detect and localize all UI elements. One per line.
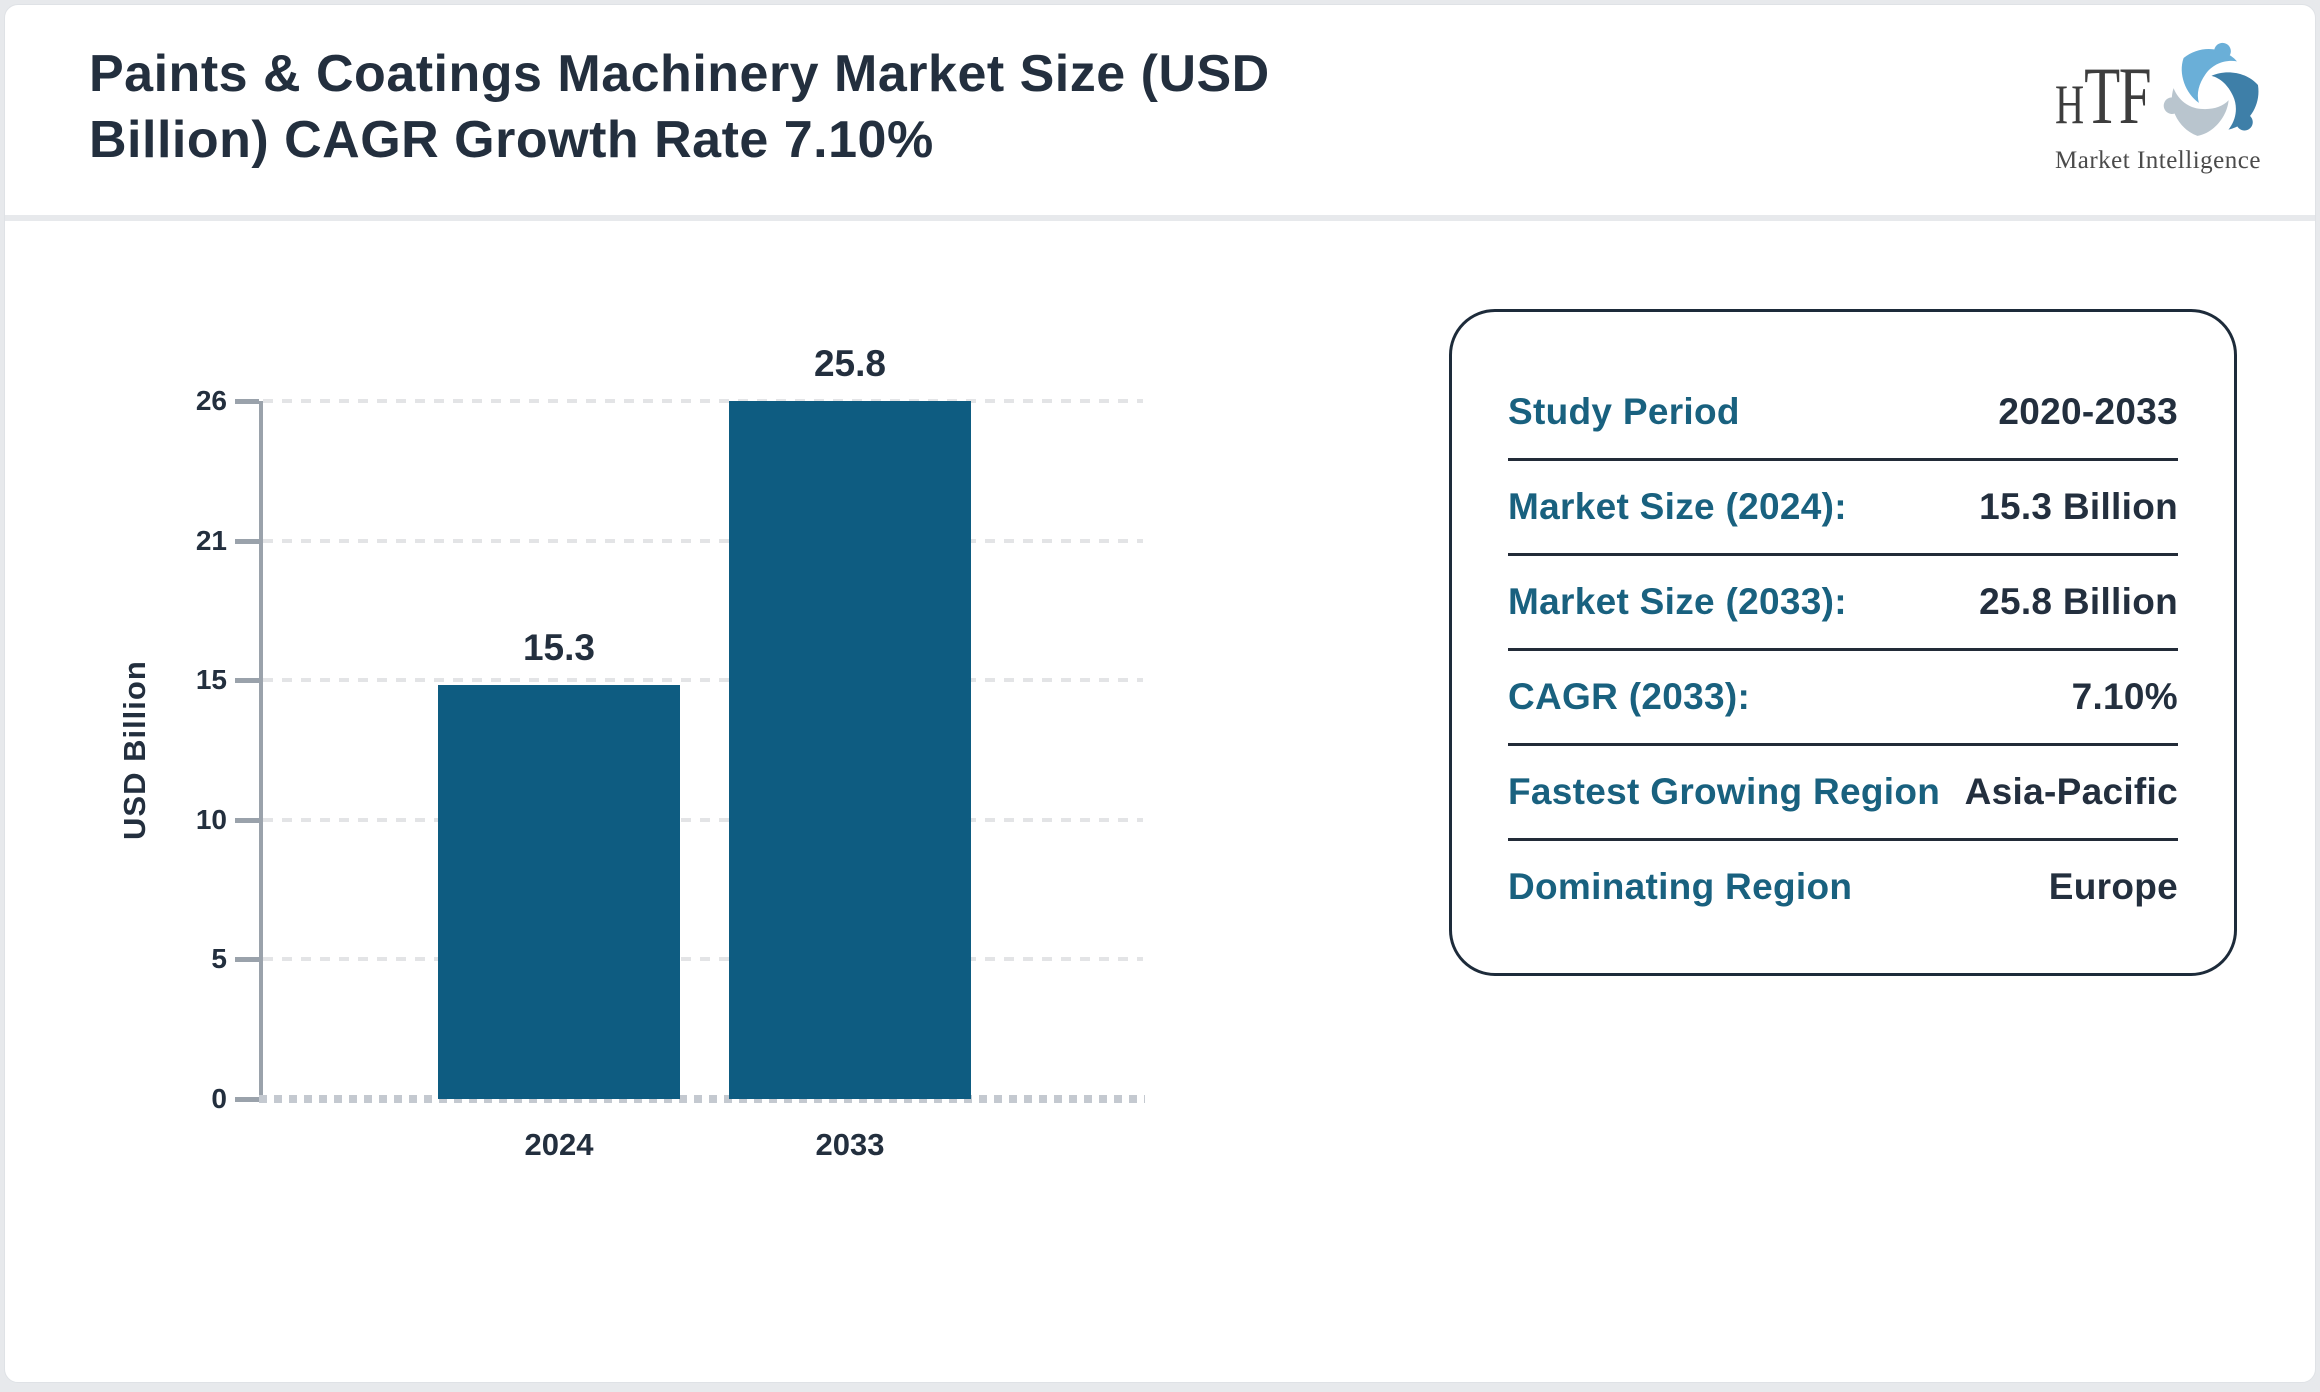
summary-row-label: Market Size (2024): [1508,486,1847,527]
bar-value-label: 25.8 [813,343,886,384]
y-tick-label: 0 [211,1083,227,1114]
header-divider [5,215,2315,221]
summary-row-value: 25.8 Billion [1979,581,2178,622]
gridline [263,399,1143,403]
y-tick-label: 21 [195,524,227,556]
gridline [263,678,1143,683]
summary-row: Market Size (2024): 15.3 Billion [1508,461,2178,556]
summary-row-value: 7.10% [2071,676,2178,717]
gridline [263,817,1143,822]
summary-row: Market Size (2033): 25.8 Billion [1508,556,2178,651]
bar-chart: USD Billion 0 5 10 15 21 26 15.3 2024 25.8 2033 [117,343,1145,1162]
bar-group-2033: 25.8 2033 [729,343,971,1162]
htf-logo-text: HTF [2055,49,2187,143]
y-axis-tick [235,957,259,963]
bar-2024 [438,685,680,1099]
summary-row-label: CAGR (2033): [1508,676,1751,717]
bar-value-label: 15.3 [522,627,595,669]
summary-row-value: 2020-2033 [1998,391,2178,432]
x-axis-label: 2024 [524,1127,594,1162]
summary-row-label: Dominating Region [1508,866,1853,907]
summary-row-value: 15.3 Billion [1979,486,2178,527]
y-axis-tick [235,1097,259,1102]
gridline [263,957,1143,962]
page-title: Paints & Coatings Machinery Market Size … [89,45,1270,169]
htf-logo-letters-tf: TF [2084,50,2151,141]
y-axis-tick [235,399,259,404]
summary-row: Fastest Growing Region Asia-Pacific [1508,746,2178,841]
y-tick-label: 15 [195,664,227,696]
y-axis-tick [235,678,259,684]
y-tick-label: 5 [211,943,227,975]
summary-row: Dominating Region Europe [1508,841,2178,933]
y-axis-tick [235,817,259,823]
htf-logo-subtitle: Market Intelligence [2055,147,2261,174]
gridline [263,538,1143,543]
bar-group-2024: 15.3 2024 [438,401,680,1162]
y-axis-title: USD Billion [117,660,152,840]
summary-row-label: Study Period [1508,391,1740,432]
htf-logo: HTF Market Intelli [2049,42,2309,181]
summary-row-label: Market Size (2033): [1508,581,1847,622]
bar-2033 [729,401,971,1099]
x-axis-label: 2033 [815,1127,885,1162]
x-axis-baseline [259,1095,1145,1103]
y-tick-label: 26 [195,385,227,416]
summary-row-value: Asia-Pacific [1964,771,2178,812]
summary-card: Study Period 2020-2033 Market Size (2024):… [1449,309,2237,976]
y-axis-line [259,401,263,1099]
htf-logo-letter-h: H [2055,74,2085,136]
y-tick-label: 10 [195,803,227,835]
summary-row-label: Fastest Growing Region [1508,771,1941,812]
y-axis-tick [235,538,259,544]
htf-swirl-icon [2163,42,2259,136]
summary-row: CAGR (2033): 7.10% [1508,651,2178,746]
page: Paints & Coatings Machinery Market Size … [4,4,2316,1383]
summary-row: Study Period 2020-2033 [1508,366,2178,461]
summary-row-value: Europe [2048,866,2178,907]
